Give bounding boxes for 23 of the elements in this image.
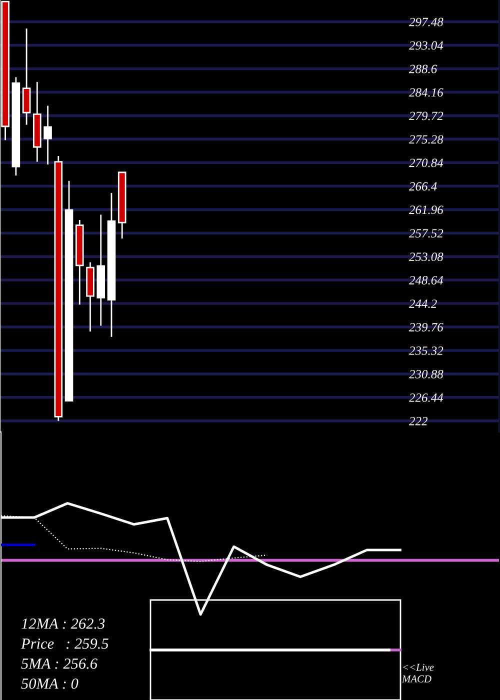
y-tick-label: 226.44 xyxy=(409,393,444,402)
y-tick-label: 288.6 xyxy=(409,64,438,74)
y-tick-label: 230.88 xyxy=(409,370,444,378)
y-tick-label: 284.16 xyxy=(409,88,444,97)
y-tick-label: 257.52 xyxy=(409,229,444,238)
y-tick-label: 244.2 xyxy=(409,300,437,308)
y-tick-label: 239.76 xyxy=(409,323,444,332)
y-tick-label: 266.4 xyxy=(409,182,437,191)
text: 5MA : 256.6 xyxy=(21,658,98,669)
y-tick-label: 261.96 xyxy=(409,206,444,214)
y-tick-label: 279.72 xyxy=(409,112,444,120)
text: 50MA : 0 xyxy=(21,678,78,689)
y-tick-label: 270.84 xyxy=(409,158,444,168)
y-tick-label: 275.28 xyxy=(409,135,444,144)
text: <<Live MACD xyxy=(402,664,434,682)
text: Price : 259.5 xyxy=(20,638,108,649)
y-tick-label: 293.04 xyxy=(409,41,444,50)
text: 12MA : 262.3 xyxy=(22,618,105,629)
y-tick-label: 235.32 xyxy=(409,346,444,355)
y-tick-label: 248.64 xyxy=(409,276,444,285)
y-tick-label: 253.08 xyxy=(409,252,444,262)
y-tick-label: 297.48 xyxy=(409,18,444,26)
y-tick-label: 222 xyxy=(409,416,428,426)
